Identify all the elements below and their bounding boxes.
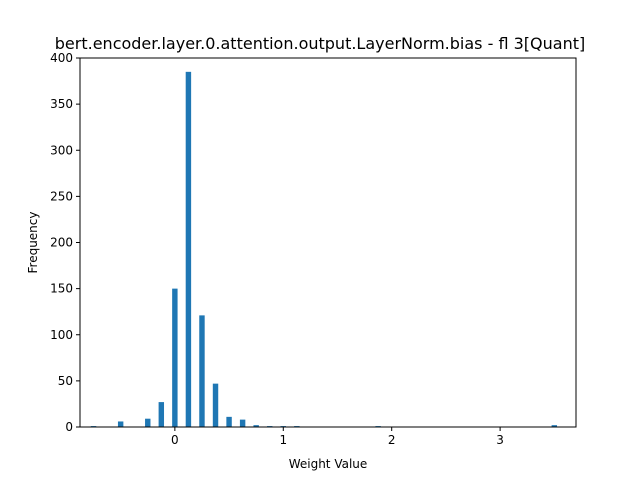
x-tick-label: 3	[496, 433, 504, 447]
histogram-bar	[253, 425, 259, 427]
histogram-bar	[185, 71, 192, 428]
histogram-bar	[239, 419, 246, 427]
chart-title: bert.encoder.layer.0.attention.output.La…	[55, 34, 585, 53]
x-tick-label: 0	[171, 433, 179, 447]
x-ticks-group: 0 1 2 3	[171, 427, 504, 447]
x-axis-label: Weight Value	[289, 457, 368, 471]
plot-frame	[79, 57, 577, 428]
histogram-bar	[212, 383, 219, 427]
y-tick-label: 50	[58, 374, 73, 388]
y-tick-label: 250	[50, 189, 73, 203]
histogram-bar	[226, 416, 232, 427]
y-tick-label: 150	[50, 282, 73, 296]
histogram-bar	[158, 402, 165, 427]
x-tick-label: 1	[279, 433, 287, 447]
histogram-bar	[145, 418, 151, 427]
histogram-bar	[117, 421, 124, 427]
histogram-bar	[199, 315, 205, 427]
histogram-bar	[172, 288, 178, 427]
y-tick-label: 400	[50, 51, 73, 65]
histogram-bar	[551, 425, 558, 427]
y-tick-label: 100	[50, 328, 73, 342]
y-tick-label: 0	[65, 420, 73, 434]
y-tick-label: 350	[50, 97, 73, 111]
y-tick-label: 300	[50, 143, 73, 157]
bars-group	[90, 71, 558, 428]
y-ticks-group: 0 50 100 150 200 250 300 350 400	[50, 51, 80, 434]
y-tick-label: 200	[50, 236, 73, 250]
x-tick-label: 2	[388, 433, 396, 447]
y-axis-label: Frequency	[26, 212, 40, 274]
